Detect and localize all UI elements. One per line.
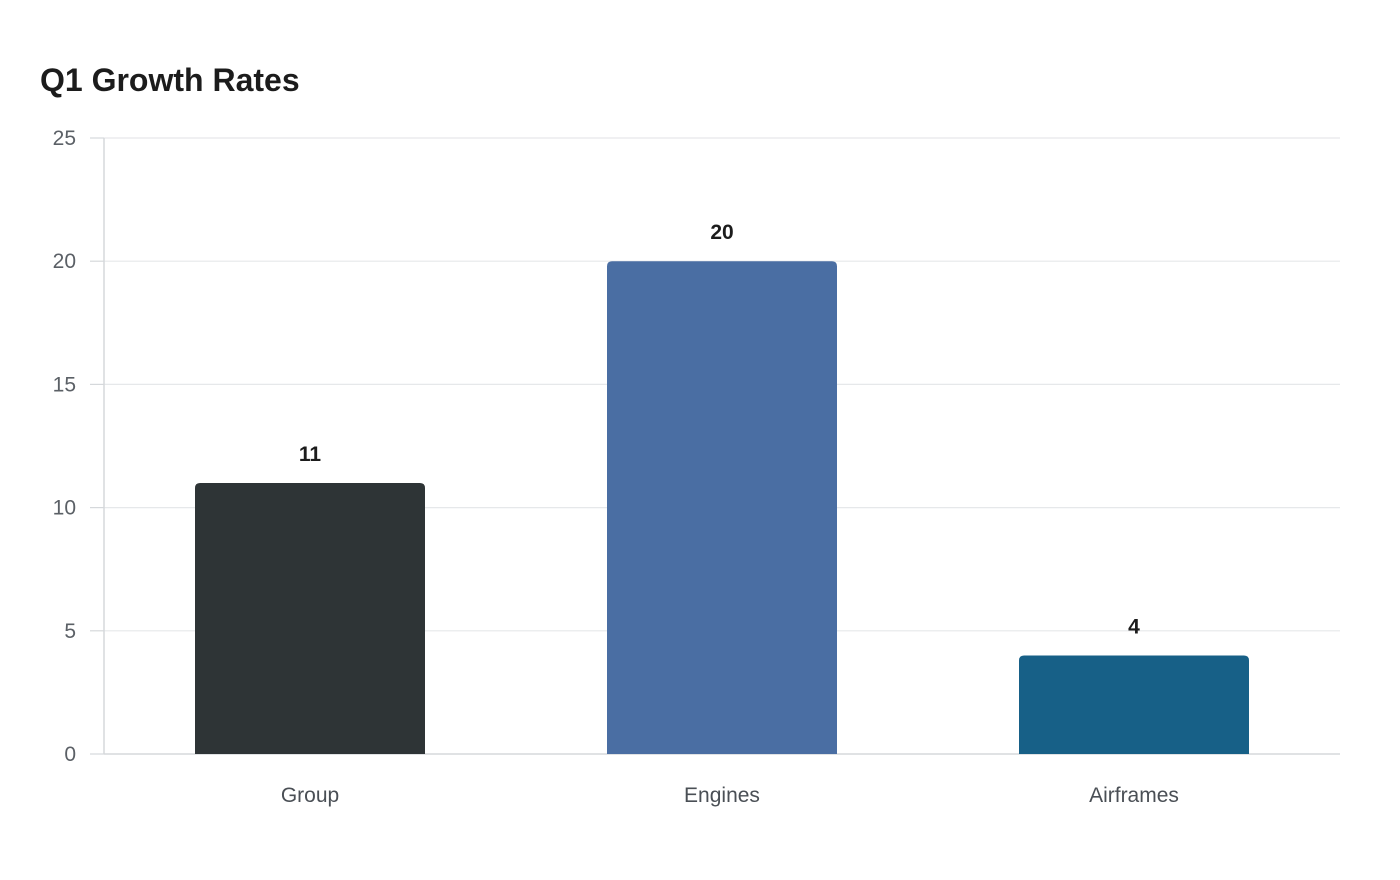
y-tick-label: 0 (64, 743, 76, 766)
value-label: 11 (299, 443, 322, 466)
y-tick-label: 20 (53, 250, 76, 273)
value-label: 20 (710, 221, 733, 244)
x-category-label: Airframes (1089, 784, 1179, 807)
y-tick-labels: 0 5 10 15 20 25 (53, 127, 76, 766)
value-label: 4 (1128, 615, 1140, 638)
bar-engines (607, 261, 837, 754)
y-tick-label: 10 (53, 497, 76, 520)
y-tick-label: 15 (53, 373, 76, 396)
x-category-label: Engines (684, 784, 760, 807)
bar-group (195, 482, 425, 754)
x-category-label: Group (281, 784, 339, 807)
y-tick-label: 5 (64, 620, 76, 643)
chart-title: Q1 Growth Rates (40, 62, 300, 98)
category-labels: Group Engines Airframes (281, 784, 1179, 807)
bar-airframes (1019, 655, 1249, 754)
y-tick-label: 25 (53, 127, 76, 150)
value-labels: 11 20 4 (299, 221, 1140, 638)
bars (195, 261, 1249, 754)
